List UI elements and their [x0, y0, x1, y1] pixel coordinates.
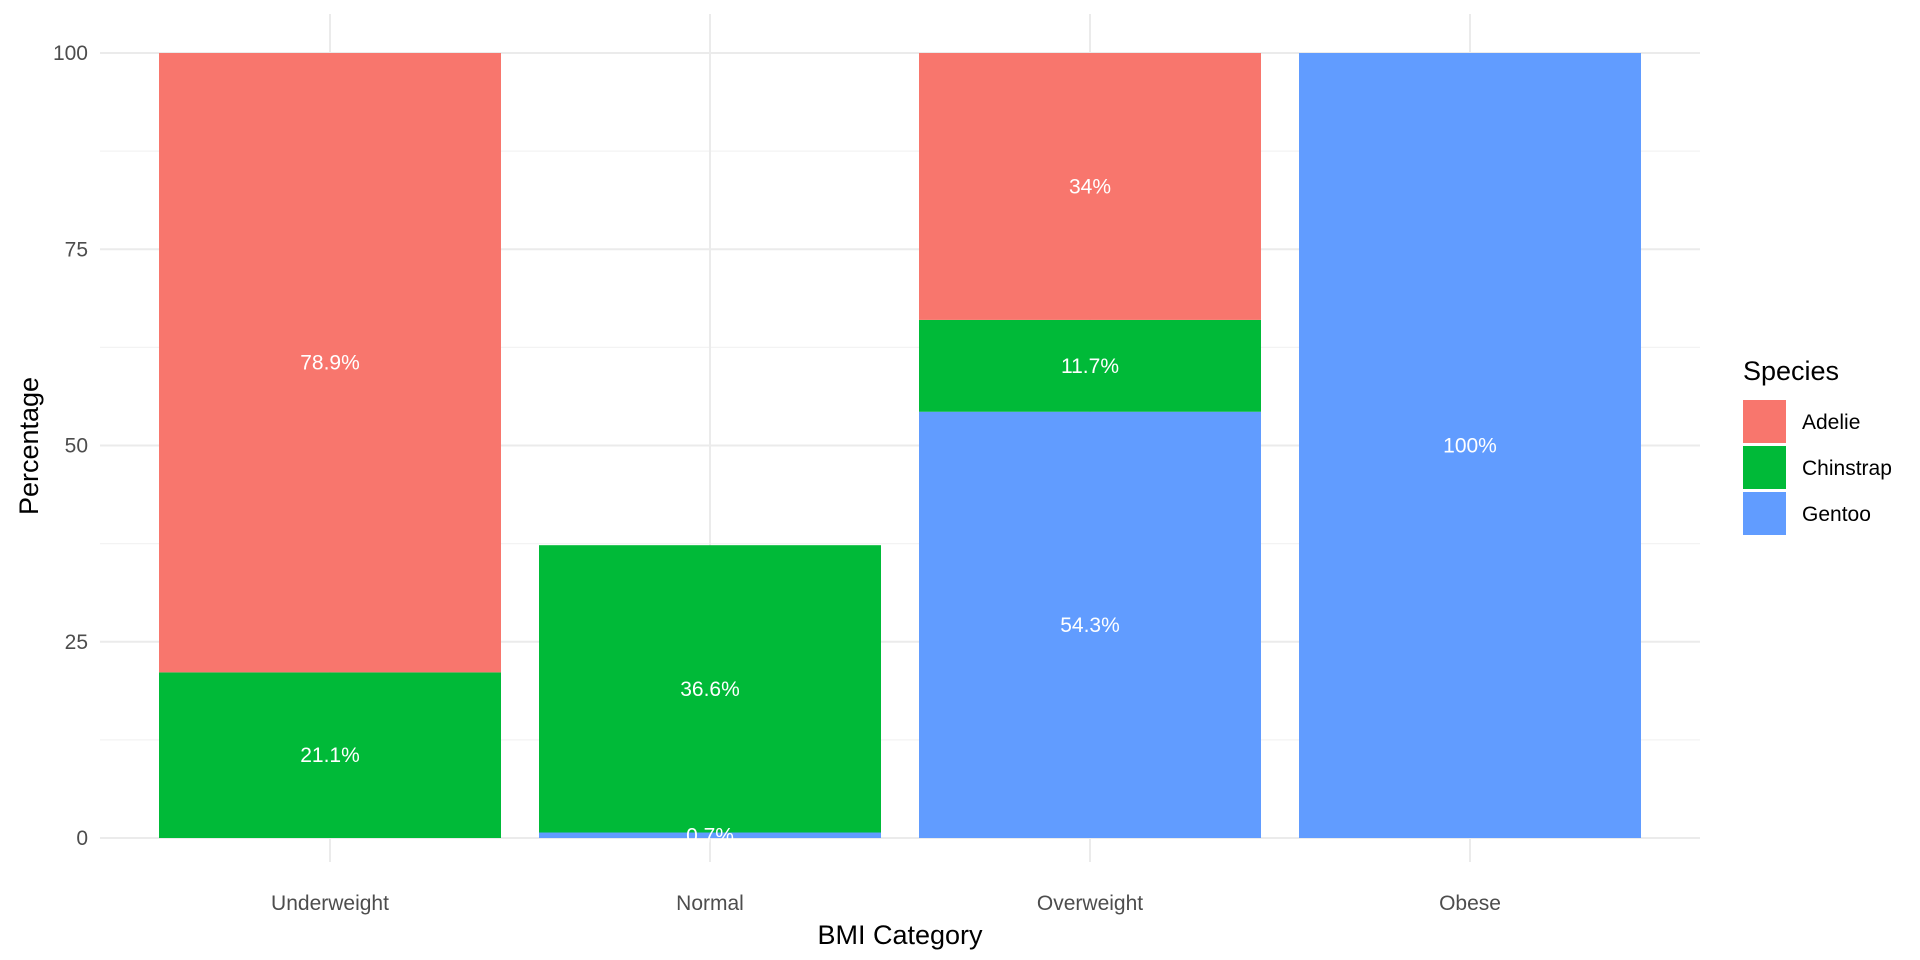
legend: Species Adelie Chinstrap Gentoo — [1743, 356, 1892, 535]
x-axis-ticks: Underweight Normal Overweight Obese — [271, 892, 1501, 915]
bar-label-adelie-overweight: 34% — [1069, 175, 1111, 198]
legend-label-adelie: Adelie — [1802, 411, 1860, 434]
x-tick-label: Overweight — [1037, 892, 1143, 915]
x-axis-title: BMI Category — [817, 920, 983, 950]
legend-label-gentoo: Gentoo — [1802, 503, 1871, 526]
legend-key-adelie — [1743, 400, 1786, 443]
bar-label-gentoo-normal: 0.7% — [686, 824, 734, 847]
legend-key-gentoo — [1743, 492, 1786, 535]
bar-label-chinstrap-normal: 36.6% — [680, 678, 740, 701]
legend-label-chinstrap: Chinstrap — [1802, 457, 1892, 480]
legend-title: Species — [1743, 356, 1839, 386]
bar-label-gentoo-obese: 100% — [1443, 435, 1497, 458]
y-tick-label: 75 — [65, 238, 88, 261]
y-tick-label: 25 — [65, 631, 88, 654]
y-axis-ticks: 0 25 50 75 100 — [53, 42, 88, 850]
y-tick-label: 0 — [76, 827, 88, 850]
bar-label-adelie-underweight: 78.9% — [300, 352, 360, 375]
y-tick-label: 50 — [65, 435, 88, 458]
x-tick-label: Obese — [1439, 892, 1501, 915]
bar-label-gentoo-overweight: 54.3% — [1060, 614, 1120, 637]
legend-key-chinstrap — [1743, 446, 1786, 489]
x-tick-label: Normal — [676, 892, 744, 915]
bar-label-chinstrap-overweight: 11.7% — [1061, 355, 1119, 378]
x-tick-label: Underweight — [271, 892, 389, 915]
y-axis-title: Percentage — [14, 377, 44, 515]
y-tick-label: 100 — [53, 42, 88, 65]
bar-label-chinstrap-underweight: 21.1% — [300, 744, 360, 767]
